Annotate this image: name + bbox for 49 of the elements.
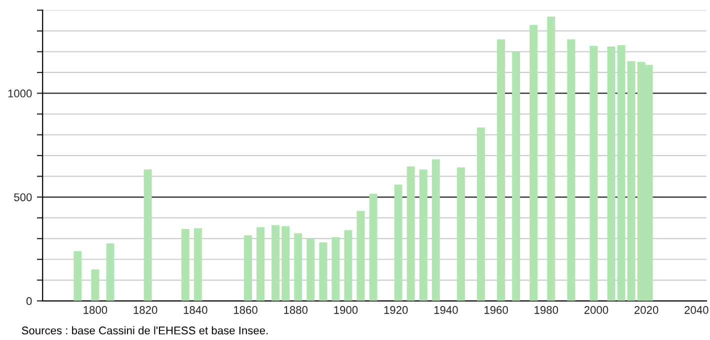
bar: [476, 128, 485, 301]
x-tick-label: 1980: [534, 306, 558, 314]
x-tick-label: 1920: [384, 306, 408, 314]
bar: [512, 52, 520, 301]
bar: [181, 229, 190, 301]
x-tick-label: 2040: [684, 306, 708, 314]
bar: [344, 230, 352, 301]
bar: [282, 226, 290, 301]
bar: [394, 184, 402, 301]
x-tick-label: 1840: [184, 306, 208, 314]
bar: [106, 243, 114, 301]
bar: [419, 169, 428, 301]
y-tick-label: 0: [26, 297, 32, 306]
bar: [607, 46, 616, 301]
bar: [144, 169, 152, 301]
bar: [406, 166, 415, 301]
bar: [547, 16, 556, 301]
bar: [590, 46, 598, 301]
x-tick-label: 2000: [584, 306, 608, 314]
x-tick-label: 1860: [234, 306, 258, 314]
x-tick-label: 1800: [84, 306, 108, 314]
bar: [432, 159, 440, 301]
bar: [306, 238, 315, 301]
bar: [244, 235, 252, 301]
y-tick-label: 1000: [8, 90, 32, 98]
x-tick-label: 1940: [434, 306, 458, 314]
bar: [74, 251, 82, 301]
x-tick-label: 1900: [334, 306, 358, 314]
bar: [91, 269, 100, 301]
bar: [567, 39, 576, 301]
bar: [256, 227, 265, 301]
x-tick-label: 1820: [134, 306, 158, 314]
bar: [627, 61, 636, 301]
bar: [369, 194, 378, 301]
bar: [319, 242, 328, 301]
y-tick-label: 500: [14, 193, 32, 202]
bar: [356, 210, 365, 301]
source-note: Sources : base Cassini de l'EHESS et base Insee.: [22, 326, 268, 334]
x-tick-label: 2020: [634, 306, 658, 314]
bar: [617, 45, 626, 301]
bar: [332, 237, 340, 301]
bar: [456, 167, 465, 301]
x-tick-label: 1880: [284, 306, 308, 314]
bar: [294, 233, 302, 301]
bar: [497, 39, 506, 301]
bar: [194, 228, 202, 301]
x-tick-label: 1960: [484, 306, 508, 314]
bar: [530, 24, 538, 301]
bar: [272, 225, 280, 301]
